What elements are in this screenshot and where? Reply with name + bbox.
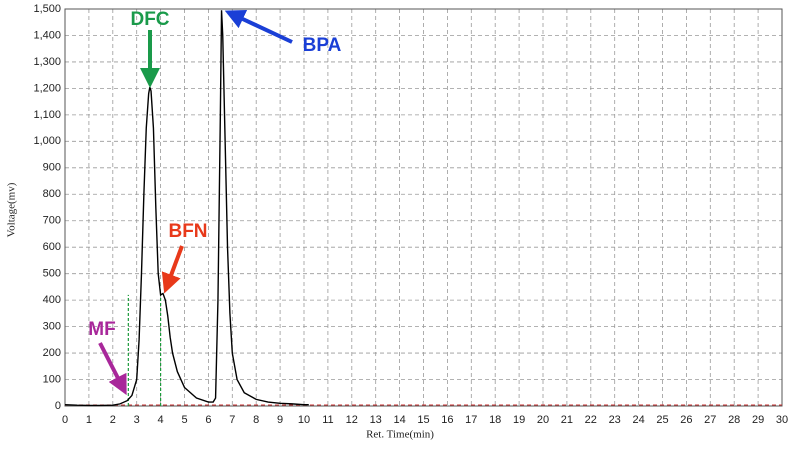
x-tick-label: 2 (110, 414, 116, 426)
y-tick-label: 1,400 (33, 29, 61, 41)
y-tick-label: 0 (55, 400, 61, 412)
x-tick-label: 16 (441, 414, 453, 426)
annotation-arrow (98, 342, 127, 396)
y-tick-label: 300 (43, 321, 61, 333)
y-tick-label: 400 (43, 294, 61, 306)
y-tick-label: 100 (43, 373, 61, 385)
x-tick-label: 12 (346, 414, 358, 426)
x-tick-label: 21 (561, 414, 573, 426)
x-tick-label: 28 (728, 414, 740, 426)
y-tick-label: 600 (43, 241, 61, 253)
x-tick-label: 18 (489, 414, 501, 426)
y-tick-label: 1,100 (33, 109, 61, 121)
x-tick-label: 25 (656, 414, 668, 426)
y-tick-label: 1,000 (33, 135, 61, 147)
annotation-label: MF (88, 319, 115, 340)
x-tick-label: 14 (393, 414, 405, 426)
x-tick-label: 13 (370, 414, 382, 426)
x-tick-label: 27 (704, 414, 716, 426)
y-tick-label: 1,300 (33, 56, 61, 68)
plot-frame (64, 8, 783, 407)
annotation-arrow (224, 10, 293, 44)
signal-line (64, 10, 309, 407)
y-axis-label: Voltage(mv) (6, 182, 18, 237)
y-tick-label: 500 (43, 268, 61, 280)
annotation-label: BPA (303, 35, 342, 56)
x-tick-label: 8 (253, 414, 259, 426)
x-tick-label: 22 (585, 414, 597, 426)
x-tick-label: 30 (776, 414, 788, 426)
annotation-arrow (161, 245, 184, 294)
x-tick-label: 10 (298, 414, 310, 426)
x-tick-label: 11 (322, 414, 333, 426)
annotation-label: DFC (130, 9, 169, 30)
x-tick-label: 4 (158, 414, 164, 426)
y-tick-label: 200 (43, 347, 61, 359)
x-tick-label: 29 (752, 414, 764, 426)
y-tick-label: 800 (43, 188, 61, 200)
x-tick-label: 20 (537, 414, 549, 426)
y-tick-label: 1,500 (33, 3, 61, 15)
y-tick-label: 900 (43, 162, 61, 174)
x-tick-label: 1 (86, 414, 92, 426)
x-tick-label: 19 (513, 414, 525, 426)
x-tick-label: 26 (680, 414, 692, 426)
x-tick-label: 24 (632, 414, 644, 426)
x-tick-label: 0 (62, 414, 68, 426)
x-tick-label: 15 (417, 414, 429, 426)
y-tick-label: 1,200 (33, 82, 61, 94)
x-tick-label: 7 (229, 414, 235, 426)
x-tick-label: 9 (277, 414, 283, 426)
x-tick-label: 23 (609, 414, 621, 426)
x-tick-label: 6 (205, 414, 211, 426)
x-axis-label: Ret. Time(min) (366, 429, 434, 441)
x-tick-label: 17 (465, 414, 477, 426)
x-tick-label: 3 (134, 414, 140, 426)
x-tick-label: 5 (181, 414, 187, 426)
y-tick-label: 700 (43, 215, 61, 227)
annotation-label: BFN (168, 221, 207, 242)
